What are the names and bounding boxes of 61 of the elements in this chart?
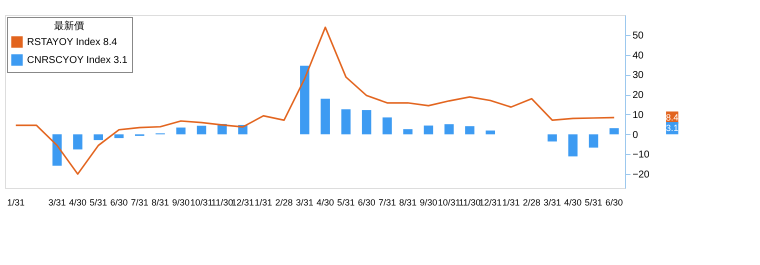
x-tick-label: 5/31 <box>584 198 602 208</box>
x-tick-label: 8/31 <box>399 198 417 208</box>
x-tick-label: 1/31 <box>502 198 520 208</box>
y-tick-label: 50 <box>632 30 644 42</box>
legend-title: 最新價 <box>54 20 84 32</box>
bar <box>424 126 434 134</box>
bar <box>73 134 82 150</box>
bar <box>362 110 372 134</box>
x-tick-label: 2/28 <box>522 198 540 208</box>
x-tick-label: 7/31 <box>130 198 148 208</box>
text: 3.1 <box>666 123 678 134</box>
y-tick-label: 40 <box>632 50 644 62</box>
x-tick-label: 6/30 <box>110 198 128 208</box>
legend-label: RSTAYOY Index 8.4 <box>27 37 118 48</box>
x-tick-label: 12/31 <box>479 198 502 208</box>
bar <box>486 130 496 134</box>
bar <box>341 109 351 134</box>
bar <box>610 128 619 134</box>
x-tick-label: 3/31 <box>544 198 562 208</box>
x-tick-label: 9/30 <box>172 198 190 208</box>
bar <box>568 134 578 156</box>
bar <box>176 128 186 134</box>
bar <box>382 117 392 134</box>
text: 8.4 <box>666 112 678 123</box>
y-tick-label: 10 <box>632 110 644 121</box>
x-tick-label: 4/30 <box>316 198 334 208</box>
x-tick-label: 4/30 <box>564 198 582 208</box>
x-tick-label: 10/31 <box>190 198 213 208</box>
x-tick-label: 8/31 <box>151 198 170 208</box>
x-tick-label: 5/31 <box>90 198 108 208</box>
x-tick-label: 3/31 <box>296 198 314 208</box>
legend-label: CNRSCYOY Index 3.1 <box>27 55 128 66</box>
y-tick-label: 20 <box>632 90 644 102</box>
bar <box>444 124 454 134</box>
x-tick-label: 10/31 <box>438 198 460 208</box>
x-tick-label: 6/30 <box>605 198 623 208</box>
x-tick-label: 1/31 <box>254 198 272 208</box>
x-tick-label: 6/30 <box>358 198 376 208</box>
y-tick-label: 0 <box>632 130 638 141</box>
bar <box>320 98 330 134</box>
bar <box>114 134 124 138</box>
bar <box>588 134 598 148</box>
x-tick-label: 9/30 <box>420 198 438 208</box>
y-tick-label: −20 <box>632 170 650 181</box>
bar <box>300 66 310 134</box>
bar <box>403 129 412 134</box>
x-tick-label: 1/31 <box>7 198 25 208</box>
x-tick-label: 12/31 <box>232 198 254 208</box>
x-tick-label: 7/31 <box>378 198 396 208</box>
x-tick-label: 11/30 <box>458 198 481 208</box>
bar <box>548 134 557 142</box>
x-tick-label: 11/30 <box>211 198 234 208</box>
y-tick-label: 30 <box>632 70 644 82</box>
bar <box>94 134 104 140</box>
x-tick-label: 4/30 <box>68 198 86 208</box>
x-tick-label: 3/31 <box>48 198 66 208</box>
x-tick-label: 5/31 <box>337 198 355 208</box>
y-tick-label: −10 <box>632 150 650 161</box>
bar <box>465 126 474 134</box>
bar <box>196 126 206 134</box>
x-tick-label: 2/28 <box>275 198 293 208</box>
